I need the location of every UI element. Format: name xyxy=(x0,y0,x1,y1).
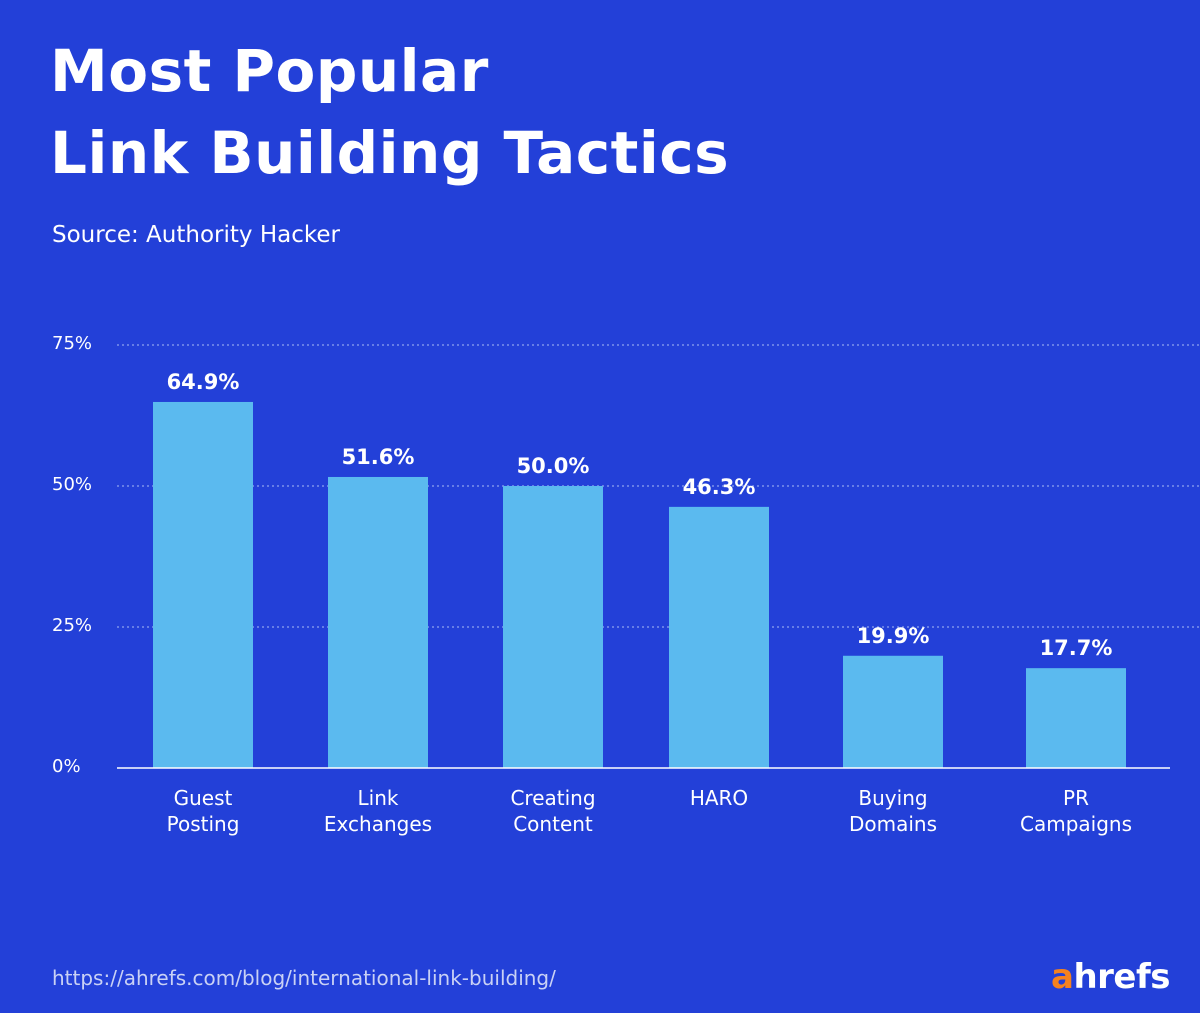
ahrefs-logo-text: hrefs xyxy=(1073,957,1170,997)
x-tick-label: Creating Content xyxy=(510,786,595,836)
value-label: 46.3% xyxy=(683,475,756,499)
value-labels: 64.9% 51.6% 50.0% 46.3% 19.9% 17.7% xyxy=(167,370,1113,660)
value-label: 17.7% xyxy=(1040,636,1113,660)
y-tick-label: 75% xyxy=(52,333,92,354)
bar xyxy=(153,401,253,768)
y-axis-ticks: 0% 25% 50% 75% xyxy=(52,333,92,777)
gridlines xyxy=(117,344,1200,628)
chart-title-line-2: Link Building Tactics xyxy=(50,119,730,187)
x-tick-label: Buying Domains xyxy=(849,786,937,836)
value-label: 64.9% xyxy=(167,370,240,394)
ahrefs-logo: ahrefs xyxy=(1050,957,1171,997)
bar-chart: 0% 25% 50% 75% 64.9% 51.6% 50.0% 46.3% 19.9% 17.… xyxy=(52,333,1200,836)
bar xyxy=(503,486,603,768)
value-label: 51.6% xyxy=(342,445,415,469)
value-label: 19.9% xyxy=(857,624,930,648)
x-tick-label: PR Campaigns xyxy=(1020,786,1132,836)
x-tick-label: Link Exchanges xyxy=(324,786,432,836)
bar xyxy=(669,506,769,768)
chart-title-line-1: Most Popular xyxy=(50,37,489,105)
y-tick-label: 0% xyxy=(52,756,81,777)
chart-source: Source: Authority Hacker xyxy=(52,222,340,248)
bar xyxy=(1026,668,1126,768)
chart-title: Most Popular Link Building Tactics xyxy=(50,30,729,194)
y-tick-label: 25% xyxy=(52,615,92,636)
ahrefs-logo-accent: a xyxy=(1050,957,1074,997)
source-url: https://ahrefs.com/blog/international-li… xyxy=(52,966,556,990)
x-tick-label: HARO xyxy=(690,786,748,810)
value-label: 50.0% xyxy=(517,454,590,478)
bars xyxy=(153,401,1126,768)
bar xyxy=(843,655,943,768)
x-tick-label: Guest Posting xyxy=(167,786,240,836)
x-axis-ticks: Guest Posting Link Exchanges Creating Content… xyxy=(167,786,1132,836)
bar xyxy=(328,476,428,768)
y-tick-label: 50% xyxy=(52,474,92,495)
